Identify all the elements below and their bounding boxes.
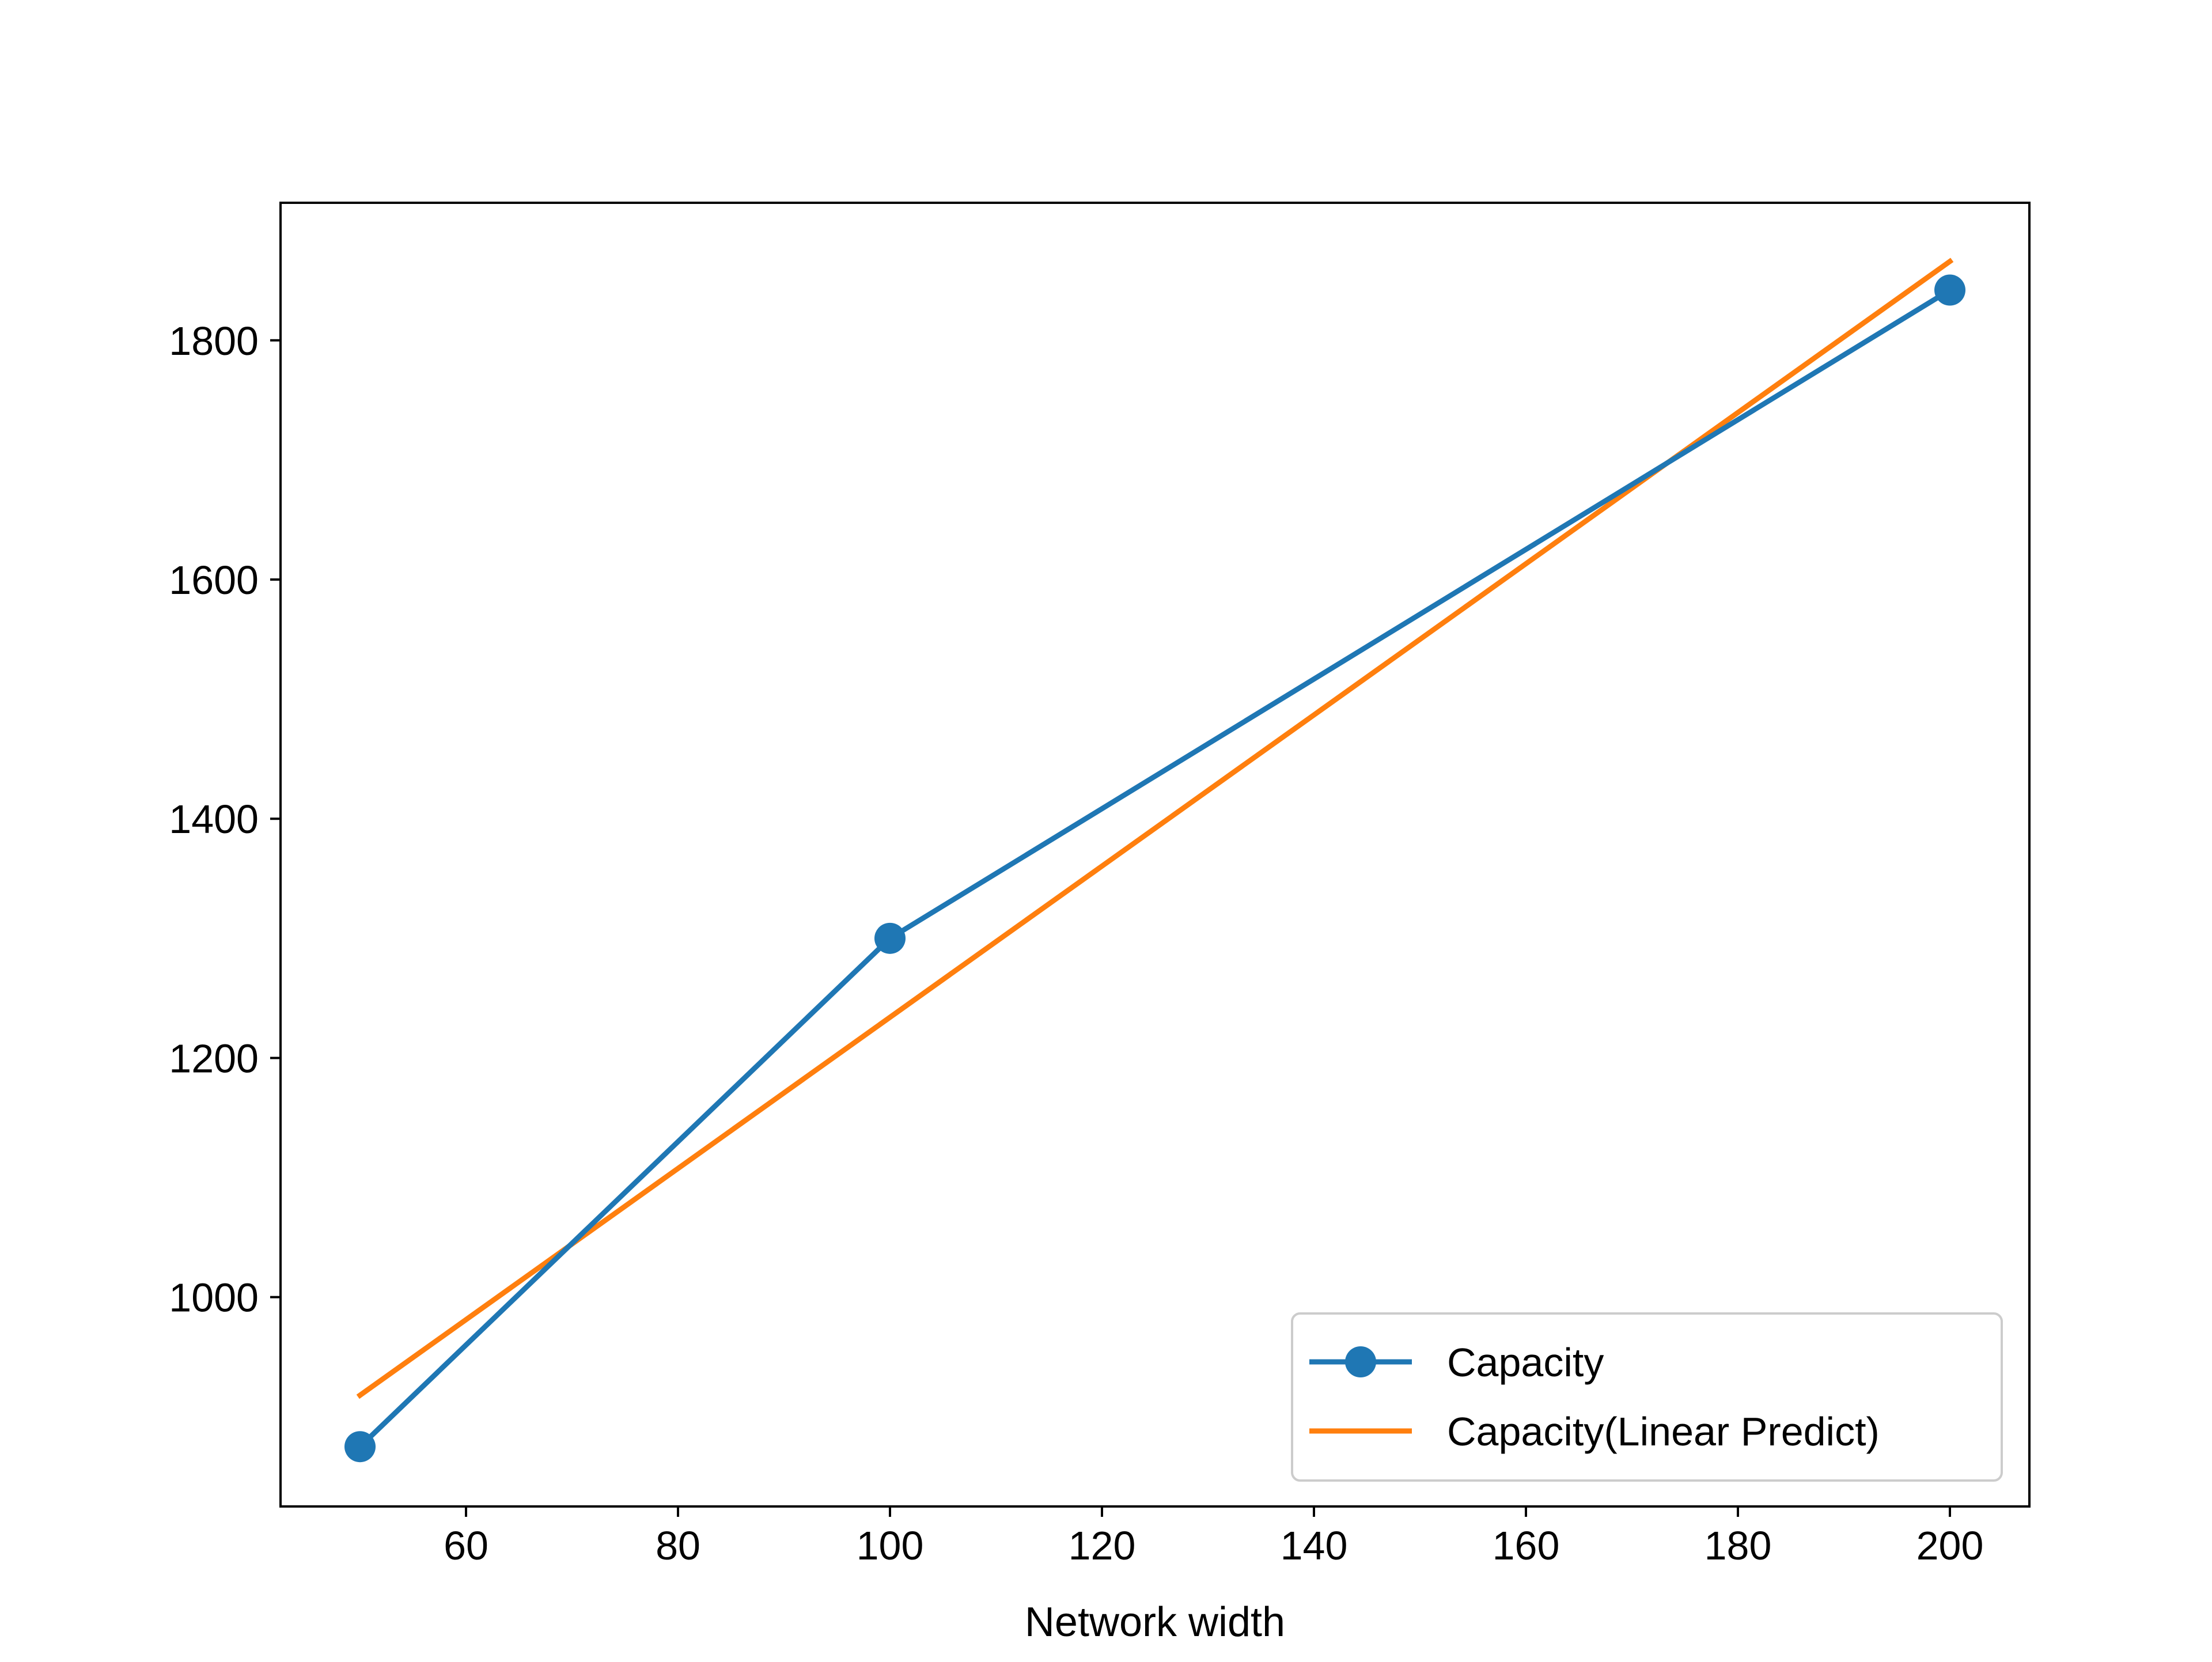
- series-line: [356, 258, 1954, 1399]
- x-tick-label: 80: [656, 1523, 700, 1568]
- data-point: [874, 922, 906, 954]
- y-tick-label: 1400: [169, 797, 259, 842]
- x-tick-label: 180: [1705, 1523, 1772, 1568]
- data-point: [1934, 274, 1965, 306]
- y-tick-label: 1200: [169, 1036, 259, 1081]
- data-point: [344, 1431, 376, 1463]
- y-tick-label: 1600: [169, 558, 259, 603]
- x-tick-label: 120: [1069, 1523, 1136, 1568]
- x-tick-label: 200: [1916, 1523, 1984, 1568]
- x-axis: 60 80 100 120 140 160 180 200: [444, 1506, 1983, 1568]
- legend-marker: [1345, 1346, 1376, 1377]
- x-tick-label: 60: [444, 1523, 488, 1568]
- x-tick-label: 160: [1493, 1523, 1560, 1568]
- x-axis-label: Network width: [1025, 1599, 1285, 1645]
- series-line: [356, 286, 1954, 1451]
- x-tick-label: 100: [857, 1523, 924, 1568]
- y-tick-label: 1800: [169, 319, 259, 364]
- series-layer: [344, 258, 1965, 1463]
- x-tick-label: 140: [1281, 1523, 1348, 1568]
- legend: Capacity Capacity(Linear Predict): [1291, 1312, 2003, 1482]
- plot-area-frame: [279, 202, 2031, 1508]
- legend-box: [1291, 1312, 2003, 1482]
- legend-entry-label: Capacity(Linear Predict): [1447, 1409, 1880, 1454]
- legend-entry-label: Capacity: [1447, 1340, 1604, 1385]
- y-tick-label: 1000: [169, 1275, 259, 1320]
- y-axis: 1000 1200 1400 1600 1800: [169, 319, 281, 1320]
